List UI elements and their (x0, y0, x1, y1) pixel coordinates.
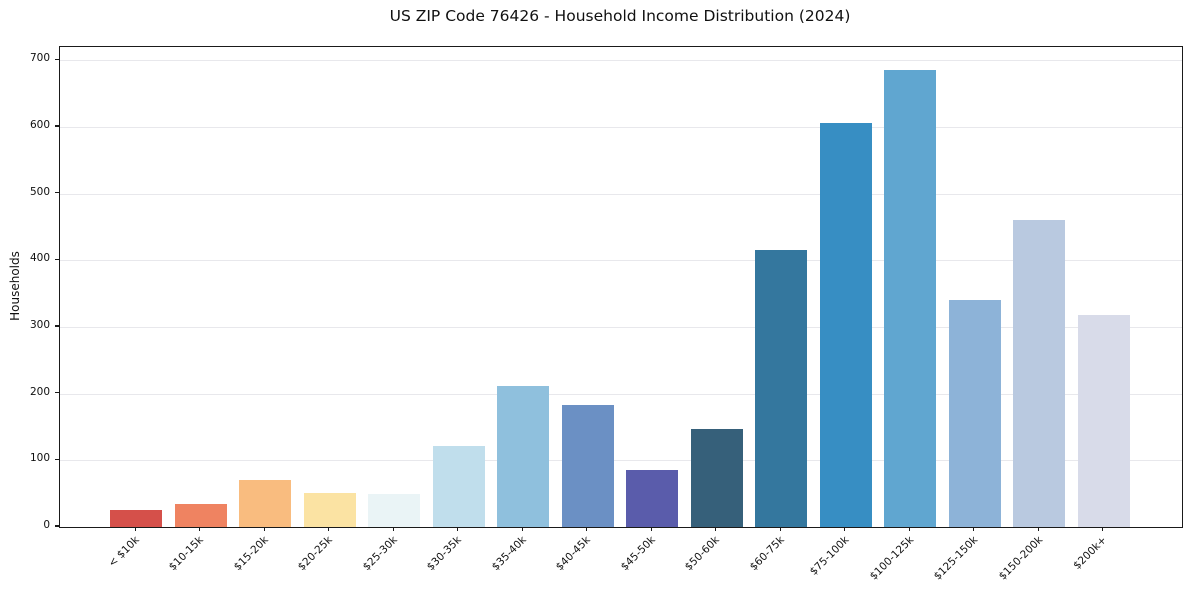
gridline-y-700 (60, 60, 1182, 62)
plot-area (59, 46, 1183, 528)
x-tick-label-$45-50k: $45-50k (618, 534, 658, 574)
x-tick-label-$125-150k: $125-150k (931, 534, 981, 583)
x-tick-label-$100-125k: $100-125k (867, 534, 916, 583)
x-tick-label-$10-15k: $10-15k (167, 534, 207, 574)
y-tick-mark (55, 392, 59, 394)
bar-$35-40k (497, 385, 550, 527)
bar-$60-75k (755, 250, 808, 527)
gridline-y-200 (60, 393, 1182, 395)
y-tick-label-200: 200 (29, 385, 50, 398)
x-tick-mark (521, 527, 523, 531)
bar-$200k+ (1077, 315, 1130, 527)
x-tick-mark (844, 527, 846, 531)
x-tick-mark (586, 527, 588, 531)
bar-$15-20k (239, 479, 292, 527)
x-tick-mark (1037, 527, 1039, 531)
x-tick-mark (908, 527, 910, 531)
bar-$25-30k (368, 493, 421, 527)
bar-$30-35k (432, 446, 485, 527)
y-tick-mark (55, 258, 59, 260)
x-tick-mark (1102, 527, 1104, 531)
x-tick-mark (715, 527, 717, 531)
y-tick-label-700: 700 (29, 52, 50, 65)
x-tick-label-< $10k: < $10k (106, 534, 142, 570)
chart-title: US ZIP Code 76426 - Household Income Dis… (389, 7, 851, 25)
x-tick-label-$15-20k: $15-20k (231, 534, 271, 574)
bar-$100-125k (884, 69, 937, 527)
y-tick-label-0: 0 (43, 519, 50, 531)
bar-$75-100k (819, 123, 872, 527)
y-tick-label-500: 500 (29, 185, 50, 198)
bar-$40-45k (561, 405, 614, 527)
x-tick-label-$60-75k: $60-75k (747, 534, 787, 574)
bar-$10-15k (174, 503, 227, 527)
x-tick-mark (457, 527, 459, 531)
x-tick-label-$20-25k: $20-25k (296, 534, 336, 574)
x-tick-label-$25-30k: $25-30k (360, 534, 400, 574)
x-tick-label-$50-60k: $50-60k (683, 534, 723, 574)
bar-$150-200k (1013, 220, 1066, 527)
y-tick-label-100: 100 (29, 452, 50, 465)
y-tick-mark (55, 325, 59, 327)
gridline-y-100 (60, 460, 1182, 462)
y-tick-mark (55, 192, 59, 194)
bar-$20-25k (303, 493, 356, 527)
x-tick-mark (779, 527, 781, 531)
gridline-y-500 (60, 193, 1182, 195)
gridline-y-400 (60, 260, 1182, 262)
x-tick-mark (650, 527, 652, 531)
gridline-y-300 (60, 327, 1182, 328)
bar-$125-150k (948, 300, 1001, 527)
y-tick-label-300: 300 (29, 319, 50, 331)
x-tick-mark (328, 527, 330, 531)
y-tick-label-600: 600 (29, 119, 50, 131)
x-tick-label-$200k+: $200k+ (1071, 534, 1110, 572)
y-tick-mark (55, 525, 59, 527)
x-tick-label-$35-40k: $35-40k (489, 534, 529, 574)
x-tick-mark (199, 527, 201, 531)
x-tick-mark (263, 527, 265, 531)
y-tick-mark (55, 125, 59, 127)
x-tick-label-$30-35k: $30-35k (425, 534, 465, 574)
bar-$50-60k (690, 429, 743, 527)
x-tick-label-$150-200k: $150-200k (996, 534, 1045, 583)
y-tick-label-400: 400 (29, 252, 50, 265)
bar-$45-50k (626, 469, 679, 527)
y-tick-mark (55, 58, 59, 60)
x-tick-mark (973, 527, 975, 531)
bar-< $10k (110, 509, 163, 527)
x-tick-label-$75-100k: $75-100k (807, 534, 852, 578)
x-tick-mark (134, 527, 136, 531)
x-tick-label-$40-45k: $40-45k (554, 534, 594, 574)
gridline-y-600 (60, 127, 1182, 128)
x-tick-mark (392, 527, 394, 531)
y-tick-mark (55, 458, 59, 460)
